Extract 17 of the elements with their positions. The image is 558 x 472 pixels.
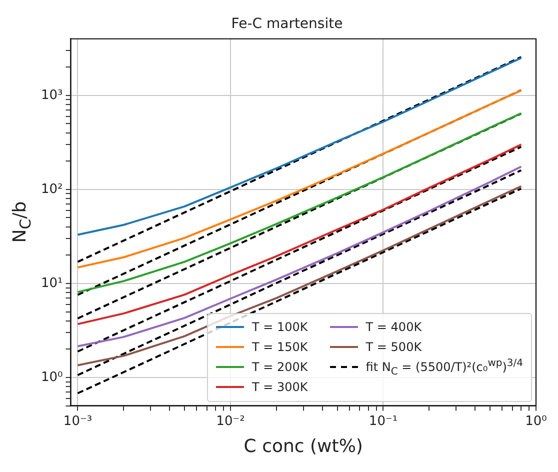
legend-label: T = 400K [366,320,422,334]
legend-label: T = 300K [252,380,308,394]
x-tick-label: 10⁻² [216,414,245,429]
x-axis-title: C conc (wt%) [244,436,363,457]
y-tick-label: 10¹ [40,276,63,291]
y-tick-label: 10⁰ [40,370,63,385]
y-tick-label: 10² [40,182,63,197]
legend-label: T = 100K [252,320,308,334]
legend-label: T = 150K [252,340,308,354]
x-tick-label: 10⁰ [525,414,547,429]
y-tick-label: 10³ [40,88,63,103]
chart-title: Fe-C martensite [231,16,343,32]
x-tick-label: 10⁻¹ [368,414,398,429]
x-tick-label: 10⁻³ [63,414,92,429]
legend-label: T = 200K [252,360,308,374]
legend-label: T = 500K [366,340,422,354]
legend-label: fit N$_{C}$ = (5500/T)²(c₀$^{wp}$)$^{3/4}$ [366,358,523,378]
